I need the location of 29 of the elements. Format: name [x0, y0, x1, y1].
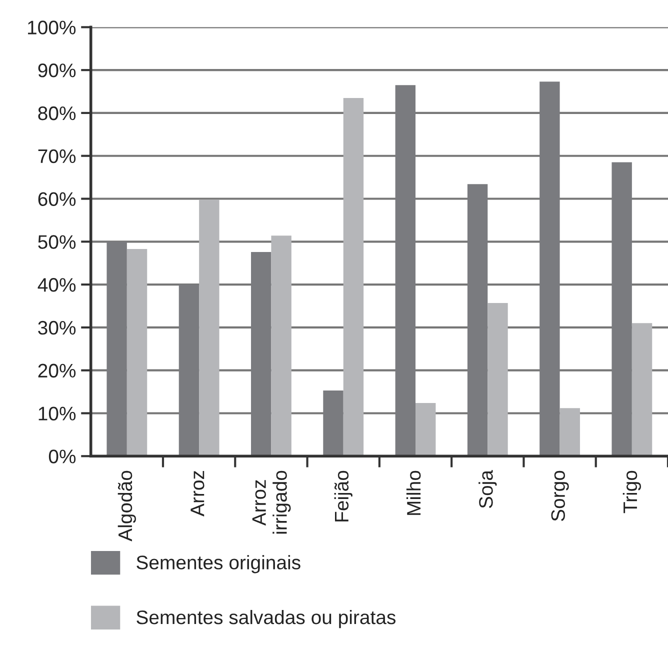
- y-tick-label: 90%: [38, 64, 76, 78]
- bar: [271, 236, 292, 456]
- x-tick-label: Arroz irrigado: [252, 470, 291, 534]
- bar: [415, 402, 436, 456]
- y-tick-label: 60%: [38, 192, 76, 206]
- bar: [343, 98, 364, 456]
- y-tick-label: 20%: [38, 364, 76, 378]
- x-tick-label: Trigo: [622, 470, 641, 514]
- y-tick-label: 80%: [38, 106, 76, 120]
- y-tick-label: 70%: [38, 149, 76, 164]
- x-tick-label: Milho: [406, 470, 421, 515]
- bar: [126, 248, 148, 456]
- x-tick-label: Algodão: [118, 470, 136, 542]
- x-tick-label: Feijão: [334, 470, 352, 522]
- x-tick-label: Sorgo: [551, 470, 569, 522]
- y-tick-label: 10%: [38, 406, 76, 420]
- legend-label: Sementes originais: [136, 555, 300, 574]
- bar: [632, 323, 652, 456]
- y-tick-label: 0%: [48, 450, 76, 464]
- bar: [199, 200, 220, 456]
- y-tick-label: 30%: [38, 320, 76, 335]
- bar: [488, 302, 508, 456]
- bar: [560, 408, 580, 456]
- y-tick-label: 100%: [28, 20, 76, 34]
- y-tick-label: 50%: [38, 235, 76, 249]
- y-tick-label: 40%: [38, 278, 76, 292]
- x-tick-label: Soja: [478, 470, 497, 508]
- x-tick-label: Arroz: [190, 470, 204, 516]
- legend-label: Sementes salvadas ou piratas: [136, 610, 396, 628]
